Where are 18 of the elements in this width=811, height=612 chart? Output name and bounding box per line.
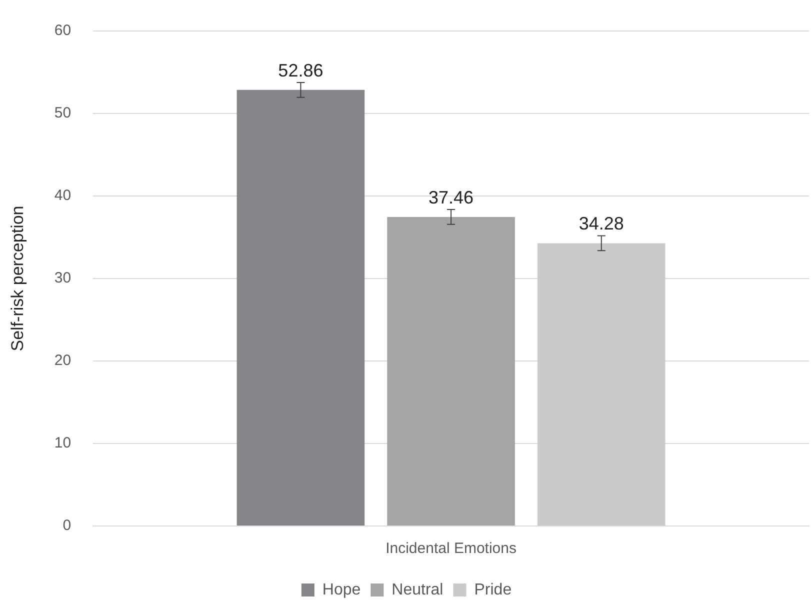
bar — [236, 90, 365, 526]
data-label: 37.46 — [428, 188, 474, 208]
y-tick-label: 10 — [54, 434, 72, 452]
y-tick-label: 40 — [54, 187, 72, 204]
legend-label: Neutral — [392, 581, 444, 598]
y-tick-label: 20 — [54, 352, 72, 370]
bar — [387, 216, 515, 526]
legend-label: Hope — [322, 581, 361, 598]
bar — [537, 243, 666, 526]
data-label: 34.28 — [578, 214, 624, 234]
x-tick-label: Incidental Emotions — [386, 540, 516, 558]
y-tick-label: 30 — [54, 270, 72, 287]
y-tick-label: 60 — [54, 22, 72, 40]
y-axis-title: Self-risk perception — [8, 206, 27, 352]
y-tick-label: 50 — [54, 104, 72, 122]
legend-label: Pride — [474, 581, 512, 598]
data-label: 52.86 — [278, 60, 324, 80]
y-tick-label: 0 — [62, 517, 72, 534]
